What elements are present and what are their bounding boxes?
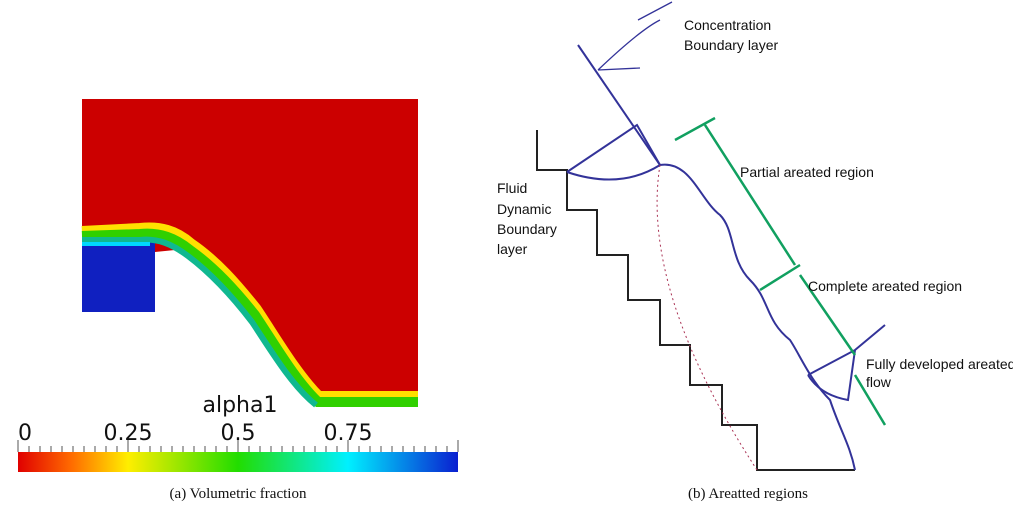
label: layer — [497, 241, 528, 257]
label: Partial areated region — [740, 164, 874, 180]
conc-profile — [598, 2, 672, 70]
tick-label: 0.5 — [221, 421, 256, 446]
tick-label: 0.75 — [324, 421, 373, 446]
label: Concentration — [684, 17, 771, 33]
wall — [578, 45, 660, 165]
steps — [537, 130, 855, 470]
label: Complete areated region — [808, 278, 962, 294]
colorbar-ticks: 0 0.25 0.5 0.75 — [18, 421, 458, 452]
panel-a: alpha1 0 0.25 0.5 0.75 (a) Volumetric fract… — [18, 99, 458, 502]
tick-label: 0 — [18, 421, 32, 446]
label: flow — [866, 374, 892, 390]
colorbar-title: alpha1 — [203, 393, 278, 418]
panel-b: Concentration Boundary layer Fluid Dynam… — [497, 2, 1013, 502]
water-block — [82, 238, 155, 312]
colorbar — [18, 452, 458, 472]
label: Fluid — [497, 180, 527, 196]
label: Dynamic — [497, 201, 551, 217]
label: Boundary layer — [684, 37, 779, 53]
fd-profile — [567, 125, 660, 180]
caption: (b) Areatted regions — [688, 486, 808, 502]
figure: alpha1 0 0.25 0.5 0.75 (a) Volumetric fract… — [0, 0, 1013, 508]
label: Fully developed areated — [866, 356, 1013, 372]
tick-label: 0.25 — [104, 421, 153, 446]
label: Boundary — [497, 221, 557, 237]
caption: (a) Volumetric fraction — [170, 486, 307, 502]
